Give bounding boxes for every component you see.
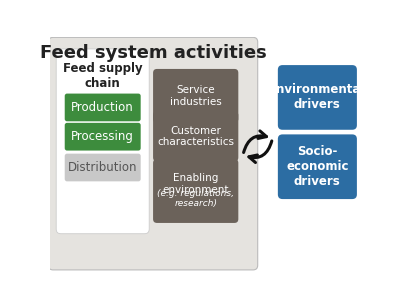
- Text: Customer
characteristics: Customer characteristics: [157, 126, 234, 147]
- FancyBboxPatch shape: [153, 69, 238, 123]
- Text: Environmental
drivers: Environmental drivers: [269, 84, 366, 111]
- FancyBboxPatch shape: [153, 159, 238, 223]
- FancyBboxPatch shape: [278, 135, 357, 199]
- Text: Enabling
environment: Enabling environment: [162, 173, 229, 195]
- Text: Distribution: Distribution: [68, 161, 138, 174]
- Text: Processing: Processing: [71, 130, 134, 143]
- FancyBboxPatch shape: [278, 65, 357, 130]
- Text: Production: Production: [71, 101, 134, 114]
- FancyBboxPatch shape: [153, 111, 238, 161]
- FancyBboxPatch shape: [65, 154, 141, 181]
- FancyBboxPatch shape: [56, 49, 149, 234]
- Text: (e.g. regulations,
research): (e.g. regulations, research): [157, 189, 234, 208]
- FancyBboxPatch shape: [65, 94, 141, 121]
- Text: Socio-
economic
drivers: Socio- economic drivers: [286, 145, 349, 188]
- Text: Feed system activities: Feed system activities: [40, 44, 266, 62]
- Text: Feed supply
chain: Feed supply chain: [63, 62, 142, 90]
- FancyBboxPatch shape: [65, 123, 141, 151]
- Text: Service
industries: Service industries: [170, 85, 222, 107]
- FancyBboxPatch shape: [48, 38, 258, 270]
